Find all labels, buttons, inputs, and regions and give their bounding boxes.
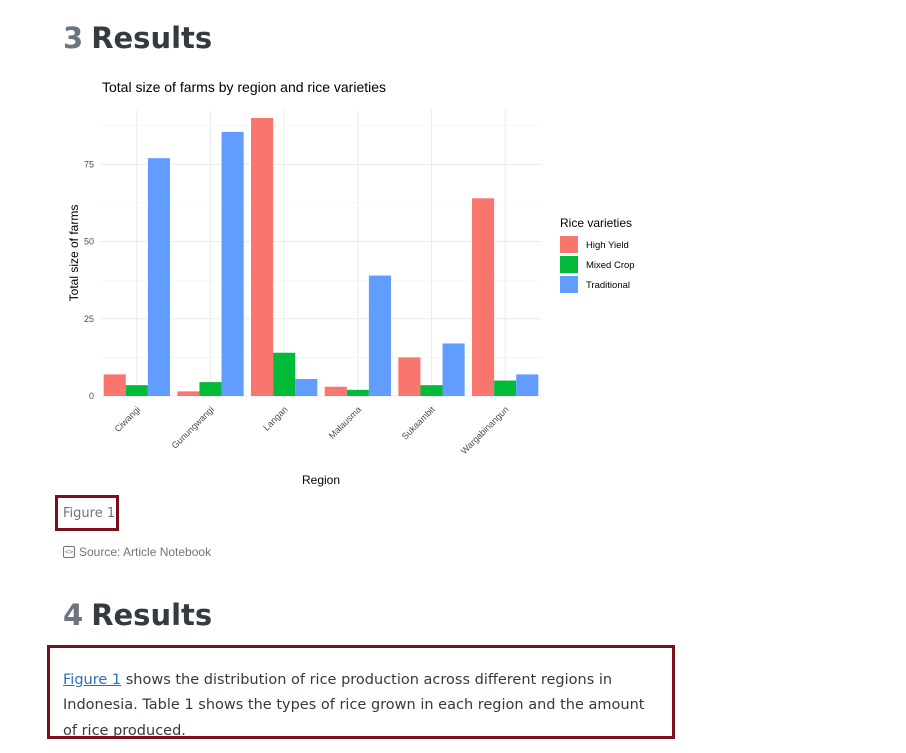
section-3-title: Results: [91, 21, 213, 55]
results-paragraph-text: shows the distribution of rice productio…: [63, 671, 645, 739]
bar: [295, 379, 318, 396]
x-tick-label: Wargabinangun: [459, 404, 511, 456]
y-tick-label: 25: [84, 314, 94, 324]
y-tick-label: 75: [84, 159, 94, 169]
legend-label: Mixed Crop: [586, 260, 635, 271]
bar: [398, 357, 421, 396]
y-tick-label: 50: [84, 237, 94, 247]
bar: [516, 374, 539, 396]
figure-caption-highlight: [55, 495, 119, 531]
x-axis-title: Region: [302, 473, 340, 487]
code-icon: <>: [63, 546, 75, 558]
figure-1-link[interactable]: Figure 1: [63, 671, 122, 688]
legend-swatch: [560, 256, 578, 273]
figure-source[interactable]: <> Source: Article Notebook: [63, 545, 211, 559]
section-3-heading: 3 Results: [63, 24, 212, 53]
bar: [147, 158, 170, 396]
bar: [221, 131, 244, 396]
results-paragraph: Figure 1 shows the distribution of rice …: [63, 668, 663, 745]
y-axis-title: Total size of farms: [67, 205, 81, 302]
rice-farms-bar-chart: Total size of farms by region and rice v…: [67, 79, 635, 487]
bar: [177, 391, 200, 396]
bar: [420, 385, 443, 396]
bar: [324, 386, 347, 396]
legend-label: High Yield: [586, 240, 629, 251]
section-4-number: 4: [63, 598, 84, 632]
figure-caption: Figure 1: [63, 506, 116, 521]
paragraph-highlight: [47, 645, 675, 739]
legend-label: Traditional: [586, 280, 630, 291]
chart-title: Total size of farms by region and rice v…: [102, 79, 386, 95]
figure-source-label: Source: Article Notebook: [79, 545, 212, 559]
x-tick-label: Sukaambit: [400, 404, 437, 441]
legend-title: Rice varieties: [560, 216, 632, 230]
bar: [472, 198, 495, 396]
x-tick-label: Gunungwangi: [170, 404, 216, 450]
bar: [346, 389, 369, 396]
bar: [199, 382, 222, 396]
legend-swatch: [560, 236, 578, 253]
bar: [368, 275, 391, 396]
section-4-title: Results: [91, 598, 213, 632]
y-tick-label: 0: [89, 391, 94, 401]
bar: [273, 352, 296, 396]
bar: [494, 380, 517, 396]
section-4-heading: 4 Results: [63, 601, 212, 630]
bar: [442, 343, 465, 396]
bar: [103, 374, 126, 396]
x-tick-label: Ciwangi: [113, 404, 143, 434]
x-tick-label: Malausma: [327, 404, 363, 440]
bar: [251, 118, 274, 396]
legend-swatch: [560, 276, 578, 293]
x-tick-label: Langan: [261, 404, 289, 432]
bar: [125, 385, 148, 396]
section-3-number: 3: [63, 21, 84, 55]
